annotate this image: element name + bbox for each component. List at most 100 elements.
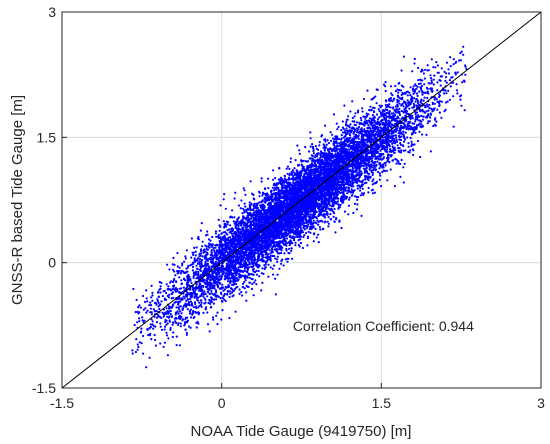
data-point (214, 254, 216, 256)
data-point (295, 159, 297, 161)
data-point (145, 312, 147, 314)
data-point (214, 287, 216, 289)
data-point (393, 148, 395, 150)
data-point (424, 97, 426, 99)
data-point (436, 109, 438, 111)
data-point (444, 89, 446, 91)
data-point (434, 99, 436, 101)
data-point (334, 231, 336, 233)
data-point (220, 292, 222, 294)
data-point (211, 292, 213, 294)
data-point (425, 106, 427, 108)
data-point (433, 79, 435, 81)
data-point (450, 85, 452, 87)
data-point (429, 88, 431, 90)
data-point (373, 111, 375, 113)
data-point (401, 92, 403, 94)
data-point (248, 282, 250, 284)
data-point (403, 141, 405, 143)
data-point (283, 252, 285, 254)
data-point (190, 282, 192, 284)
data-point (355, 124, 357, 126)
data-point (462, 46, 464, 48)
data-point (434, 66, 436, 68)
data-point (438, 102, 440, 104)
data-point (354, 112, 356, 114)
data-point (240, 250, 242, 252)
data-point (396, 101, 398, 103)
data-point (403, 181, 405, 183)
data-point (167, 285, 169, 287)
data-point (166, 307, 168, 309)
data-point (456, 89, 458, 91)
data-point (457, 71, 459, 73)
data-point (400, 135, 402, 137)
data-point (212, 316, 214, 318)
data-point (360, 119, 362, 121)
data-point (300, 242, 302, 244)
data-point (215, 232, 217, 234)
data-point (308, 150, 310, 152)
data-point (459, 95, 461, 97)
data-point (313, 152, 315, 154)
data-point (428, 104, 430, 106)
data-point (137, 343, 139, 345)
data-point (433, 108, 435, 110)
data-point (244, 203, 246, 205)
data-point (370, 163, 372, 165)
data-point (283, 264, 285, 266)
data-point (131, 349, 133, 351)
data-point (367, 124, 369, 126)
data-point (234, 223, 236, 225)
data-point (237, 218, 239, 220)
data-point (414, 120, 416, 122)
data-point (341, 134, 343, 136)
data-point (346, 119, 348, 121)
data-point (137, 349, 139, 351)
data-point (302, 247, 304, 249)
data-point (385, 90, 387, 92)
data-point (146, 300, 148, 302)
data-point (219, 230, 221, 232)
data-point (398, 102, 400, 104)
data-point (189, 313, 191, 315)
data-point (395, 137, 397, 139)
data-point (137, 346, 139, 348)
data-point (395, 90, 397, 92)
data-point (184, 255, 186, 257)
data-point (179, 267, 181, 269)
data-point (140, 328, 142, 330)
data-point (423, 72, 425, 74)
data-point (379, 110, 381, 112)
data-point (258, 270, 260, 272)
data-point (328, 216, 330, 218)
data-point (239, 288, 241, 290)
data-point (184, 297, 186, 299)
data-point (368, 187, 370, 189)
data-point (241, 294, 243, 296)
data-point (342, 131, 344, 133)
data-point (438, 93, 440, 95)
data-point (201, 222, 203, 224)
data-point (380, 185, 382, 187)
data-point (185, 295, 187, 297)
data-point (352, 212, 354, 214)
data-point (360, 194, 362, 196)
data-point (386, 170, 388, 172)
data-point (172, 324, 174, 326)
data-point (293, 172, 295, 174)
data-point (394, 85, 396, 87)
data-point (326, 144, 328, 146)
data-point (195, 265, 197, 267)
data-point (172, 257, 174, 259)
data-point (431, 58, 433, 60)
data-point (183, 261, 185, 263)
data-point (356, 208, 358, 210)
data-point (329, 209, 331, 211)
data-point (295, 242, 297, 244)
data-point (331, 134, 333, 136)
data-point (325, 208, 327, 210)
data-point (150, 308, 152, 310)
data-point (230, 288, 232, 290)
data-point (419, 156, 421, 158)
